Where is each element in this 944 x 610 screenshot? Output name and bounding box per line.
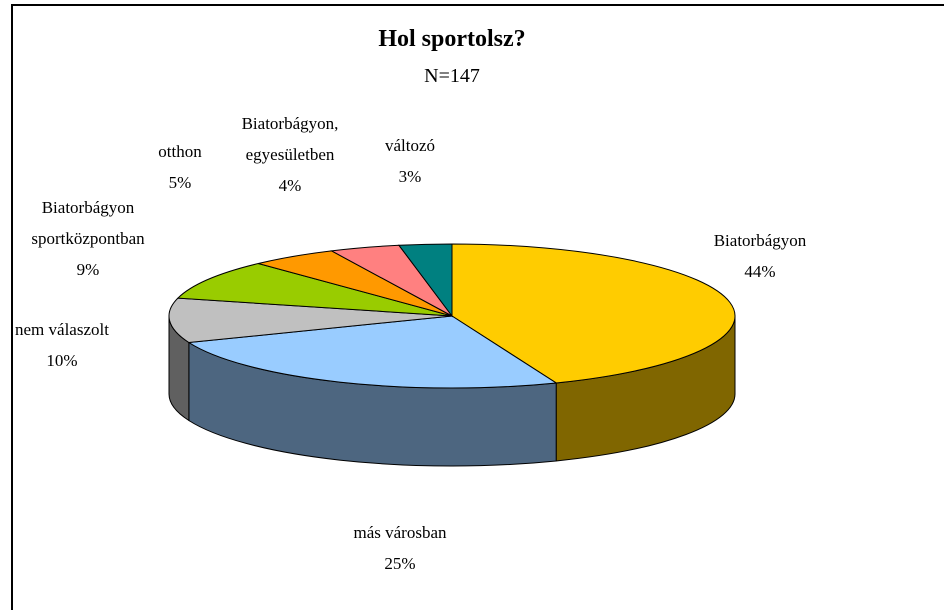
value-label: 9%	[76, 260, 100, 279]
category-label: változó	[384, 136, 436, 155]
category-label: otthon	[158, 142, 202, 161]
value-label: 3%	[398, 167, 422, 186]
value-label: 44%	[744, 262, 776, 281]
category-label: nem válaszolt	[15, 320, 109, 339]
chart-title: Hol sportolsz?	[378, 26, 525, 52]
pie-slice	[168, 297, 453, 344]
pie-slice	[187, 315, 558, 389]
slice-label: Biatorbágyon, egyesületben 4%	[225, 108, 355, 201]
slice-label: Biatorbágyon 44%	[660, 225, 860, 287]
pie-slice	[398, 243, 453, 318]
category-label: Biatorbágyon	[713, 231, 807, 250]
pie-slice	[451, 243, 736, 384]
slice-label: más városban 25%	[300, 517, 500, 579]
slice-label: Biatorbágyon sportközpontban 9%	[13, 192, 163, 285]
category-label: más városban	[353, 523, 447, 542]
value-label: 5%	[168, 173, 192, 192]
value-label: 25%	[384, 554, 416, 573]
slice-label: változó 3%	[360, 130, 460, 192]
slice-label: otthon 5%	[130, 136, 230, 198]
category-label: Biatorbágyon sportközpontban	[31, 198, 145, 248]
value-label: 10%	[46, 351, 78, 370]
value-label: 4%	[278, 176, 302, 195]
category-label: Biatorbágyon, egyesületben	[241, 114, 339, 164]
pie-slice	[176, 262, 453, 317]
slice-label: nem válaszolt 10%	[0, 314, 142, 376]
chart-subtitle: N=147	[424, 65, 480, 87]
